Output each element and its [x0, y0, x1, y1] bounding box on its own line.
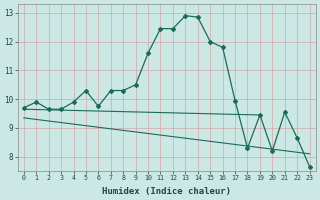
X-axis label: Humidex (Indice chaleur): Humidex (Indice chaleur): [102, 187, 231, 196]
